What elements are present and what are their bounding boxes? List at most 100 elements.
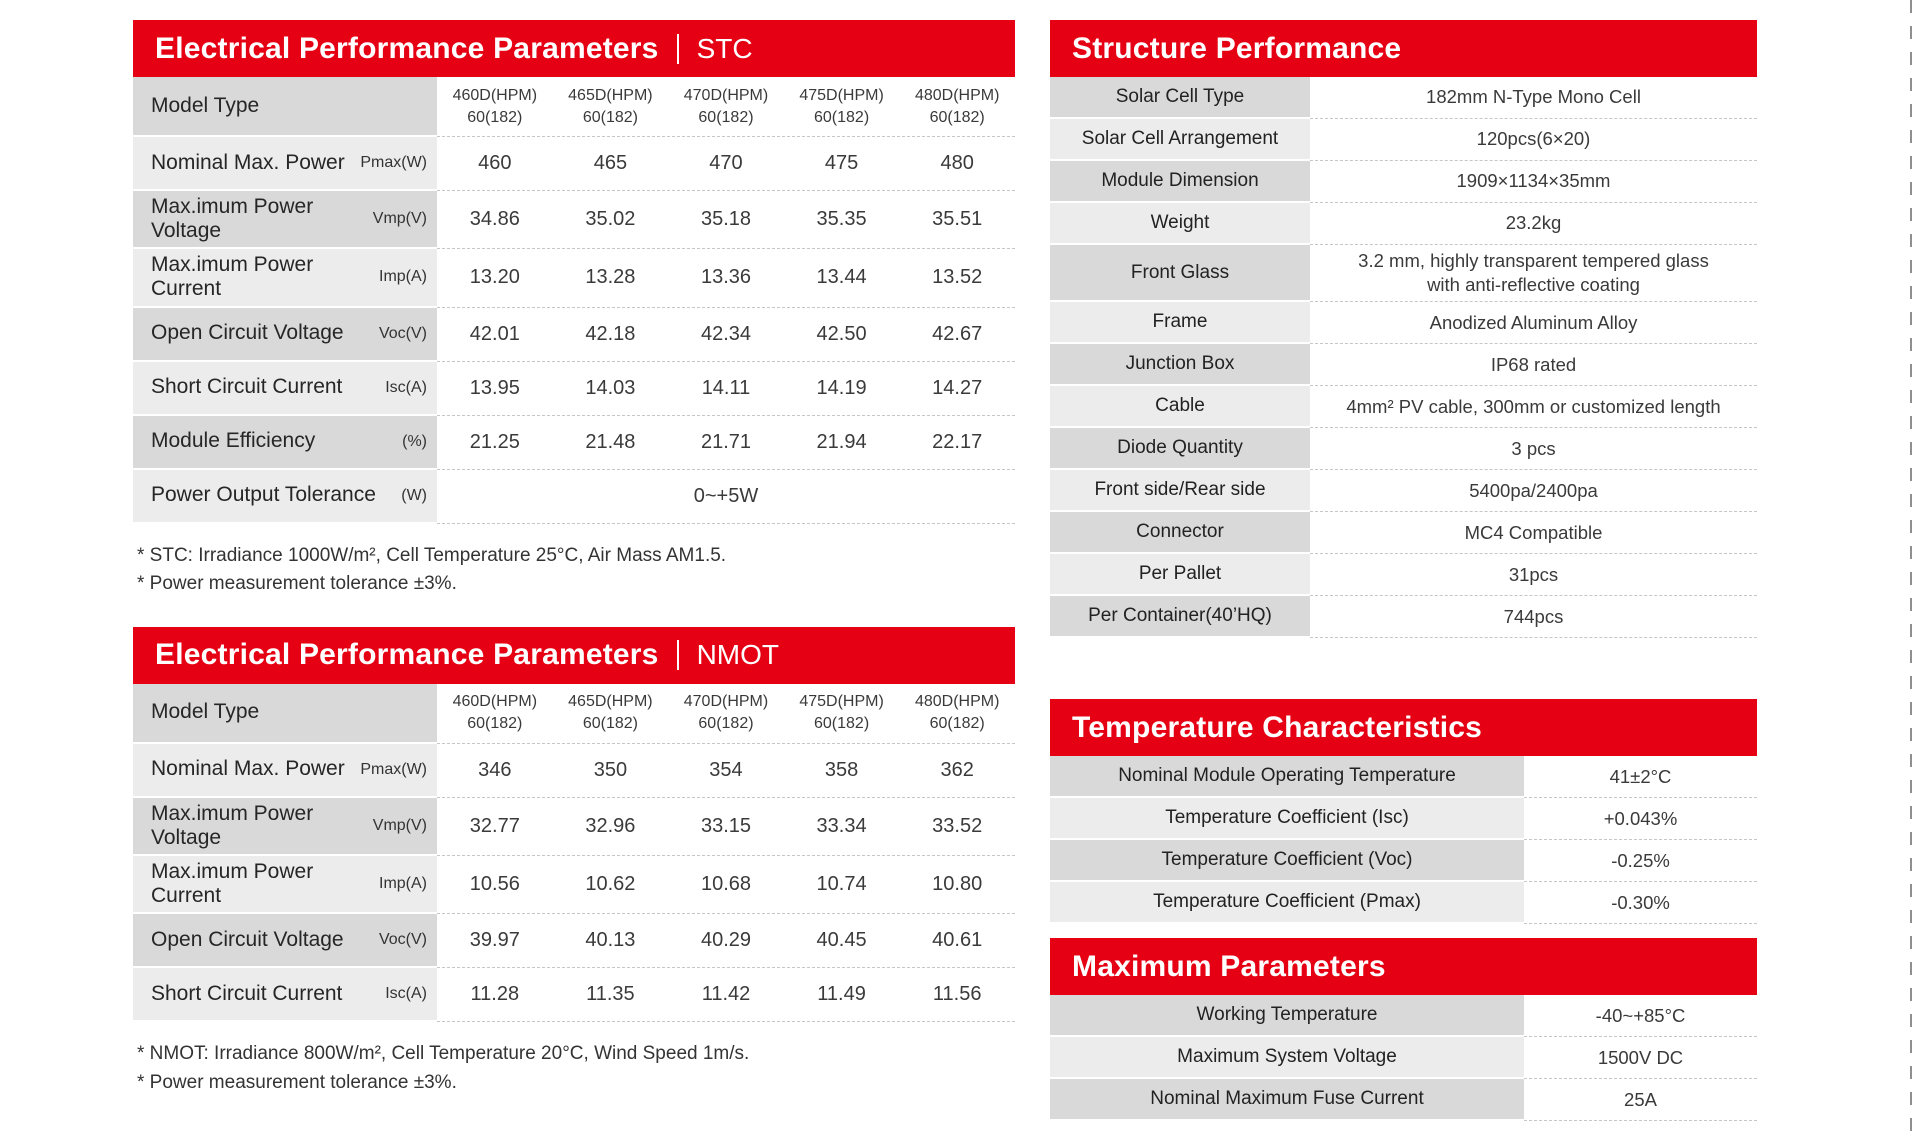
parameter-label: Max.imum Power Current bbox=[151, 253, 314, 301]
page-cut-mark bbox=[1910, 0, 1912, 1133]
model-name: 480D(HPM) bbox=[914, 86, 1000, 104]
spec-label: Temperature Coefficient (Voc) bbox=[1050, 840, 1524, 883]
table-row: Weight 23.2kg bbox=[1050, 203, 1757, 245]
value-cell: 465 bbox=[593, 152, 628, 174]
spec-value: -0.25% bbox=[1524, 840, 1757, 883]
model-name: 475D(HPM) bbox=[799, 86, 884, 104]
spec-label: Solar Cell Arrangement bbox=[1050, 119, 1310, 161]
structure-section: Structure Performance Solar Cell Type 18… bbox=[1050, 20, 1757, 639]
model-name: 460D(HPM) bbox=[452, 86, 538, 104]
value-cell: 354 bbox=[709, 758, 743, 781]
value-cell: 11.35 bbox=[586, 983, 635, 1006]
left-column: Electrical Performance Parameters STC Mo… bbox=[133, 20, 1015, 1097]
nmot-rows: Nominal Max. Power Pmax(W) 346 350 354 3… bbox=[133, 743, 1015, 1023]
table-row: Front side/Rear side 5400pa/2400pa bbox=[1050, 470, 1757, 513]
value-cell: 32.77 bbox=[469, 814, 520, 837]
model-cell-count: 60(182) bbox=[929, 108, 985, 126]
value-cell: 22.17 bbox=[932, 430, 983, 453]
spec-value: 5400pa/2400pa bbox=[1310, 470, 1757, 513]
model-type-row: Model Type 460D(HPM) 60(182) 465D(HPM) 6… bbox=[133, 77, 1015, 137]
value-cell: 10.68 bbox=[700, 872, 752, 895]
parameter-unit: Pmax(W) bbox=[360, 154, 427, 171]
spec-label: Working Temperature bbox=[1050, 995, 1524, 1038]
footnote: * STC: Irradiance 1000W/m², Cell Tempera… bbox=[137, 544, 727, 566]
table-row: Nominal Maximum Fuse Current 25A bbox=[1050, 1079, 1757, 1122]
table-row: Open Circuit Voltage Voc(V) 42.01 42.18 … bbox=[133, 307, 1015, 362]
table-row: Module Dimension 1909×1134×35mm bbox=[1050, 161, 1757, 203]
maximum-rows: Working Temperature -40~+85°C Maximum Sy… bbox=[1050, 995, 1757, 1122]
parameter-label: Max.imum Power Current bbox=[151, 859, 314, 907]
tolerance-value: 0~+5W bbox=[437, 470, 1015, 524]
spec-value: 744pcs bbox=[1310, 596, 1757, 639]
section-condition-tag: NMOT bbox=[696, 639, 779, 671]
table-row: Temperature Coefficient (Isc) +0.043% bbox=[1050, 798, 1757, 841]
stc-header-band: Electrical Performance Parameters STC bbox=[133, 20, 1015, 77]
value-cell: 358 bbox=[824, 758, 859, 781]
model-name: 470D(HPM) bbox=[683, 86, 769, 104]
spec-value: 182mm N-Type Mono Cell bbox=[1310, 77, 1757, 119]
table-row: Max.imum Power Current Imp(A) 13.20 13.2… bbox=[133, 249, 1015, 308]
table-row: Temperature Coefficient (Voc) -0.25% bbox=[1050, 840, 1757, 883]
model-column-header: 480D(HPM) 60(182) bbox=[899, 684, 1015, 743]
model-name: 475D(HPM) bbox=[799, 693, 884, 711]
tolerance-row: Power Output Tolerance (W) 0~+5W bbox=[133, 469, 1015, 524]
model-type-label: Model Type bbox=[151, 93, 260, 117]
value-cell: 14.27 bbox=[932, 376, 983, 399]
model-column-header: 470D(HPM) 60(182) bbox=[668, 77, 784, 136]
parameter-label: Short Circuit Current bbox=[151, 982, 343, 1006]
value-cell: 33.15 bbox=[700, 814, 752, 837]
value-cell: 13.44 bbox=[816, 266, 867, 289]
model-column-header: 475D(HPM) 60(182) bbox=[784, 684, 900, 743]
title-divider bbox=[676, 33, 679, 64]
value-cell: 40.29 bbox=[700, 929, 752, 952]
spec-value: 41±2°C bbox=[1524, 756, 1757, 799]
spec-label: Temperature Coefficient (Isc) bbox=[1050, 798, 1524, 841]
spec-label: Front Glass bbox=[1050, 245, 1310, 303]
spec-value: 3 pcs bbox=[1310, 428, 1757, 471]
parameter-unit: Vmp(V) bbox=[372, 816, 427, 834]
value-cell: 33.52 bbox=[932, 814, 983, 837]
spec-value: Anodized Aluminum Alloy bbox=[1310, 302, 1757, 345]
model-name: 460D(HPM) bbox=[452, 693, 538, 711]
spec-label: Per Pallet bbox=[1050, 554, 1310, 597]
temperature-header-band: Temperature Characteristics bbox=[1050, 699, 1757, 757]
table-row: Nominal Max. Power Pmax(W) 460 465 470 4… bbox=[133, 137, 1015, 191]
parameter-unit: Voc(V) bbox=[378, 324, 427, 342]
model-cell-count: 60(182) bbox=[698, 108, 754, 126]
value-cell: 33.34 bbox=[816, 814, 867, 837]
footnote: * Power measurement tolerance ±3%. bbox=[137, 573, 457, 595]
parameter-label: Power Output Tolerance bbox=[151, 483, 376, 507]
model-name: 465D(HPM) bbox=[568, 86, 653, 104]
model-cell-count: 60(182) bbox=[582, 715, 638, 733]
temperature-section: Temperature Characteristics Nominal Modu… bbox=[1050, 699, 1757, 925]
table-row: Short Circuit Current Isc(A) 13.95 14.03… bbox=[133, 361, 1015, 416]
spec-label: Nominal Maximum Fuse Current bbox=[1050, 1079, 1524, 1122]
footnote: * Power measurement tolerance ±3%. bbox=[137, 1071, 457, 1093]
table-row: Short Circuit Current Isc(A) 11.28 11.35… bbox=[133, 968, 1015, 1023]
spec-label: Solar Cell Type bbox=[1050, 77, 1310, 119]
value-cell: 13.52 bbox=[932, 266, 983, 289]
parameter-label: Module Efficiency bbox=[151, 429, 316, 453]
value-cell: 35.02 bbox=[585, 208, 636, 231]
temperature-rows: Nominal Module Operating Temperature 41±… bbox=[1050, 756, 1757, 925]
value-cell: 14.19 bbox=[816, 376, 867, 399]
value-cell: 35.35 bbox=[816, 208, 867, 231]
spec-value: -0.30% bbox=[1524, 882, 1757, 925]
table-row: Nominal Module Operating Temperature 41±… bbox=[1050, 756, 1757, 799]
value-cell: 40.13 bbox=[585, 929, 636, 952]
model-column-header: 475D(HPM) 60(182) bbox=[784, 77, 900, 136]
model-column-header: 480D(HPM) 60(182) bbox=[899, 77, 1015, 136]
table-row: Nominal Max. Power Pmax(W) 346 350 354 3… bbox=[133, 743, 1015, 798]
value-cell: 42.50 bbox=[816, 322, 867, 345]
value-cell: 480 bbox=[940, 152, 974, 174]
parameter-label: Open Circuit Voltage bbox=[151, 928, 344, 952]
spec-value: 3.2 mm, highly transparent tempered glas… bbox=[1310, 245, 1757, 303]
parameter-label: Nominal Max. Power bbox=[151, 150, 345, 174]
spec-value: -40~+85°C bbox=[1524, 995, 1757, 1038]
model-cell-count: 60(182) bbox=[929, 715, 985, 733]
spec-label: Junction Box bbox=[1050, 344, 1310, 387]
model-columns: 460D(HPM) 60(182) 465D(HPM) 60(182) 470D… bbox=[437, 684, 1015, 744]
value-cell: 460 bbox=[478, 152, 512, 174]
section-title: Structure Performance bbox=[1072, 31, 1402, 65]
spec-value: 25A bbox=[1524, 1079, 1757, 1122]
